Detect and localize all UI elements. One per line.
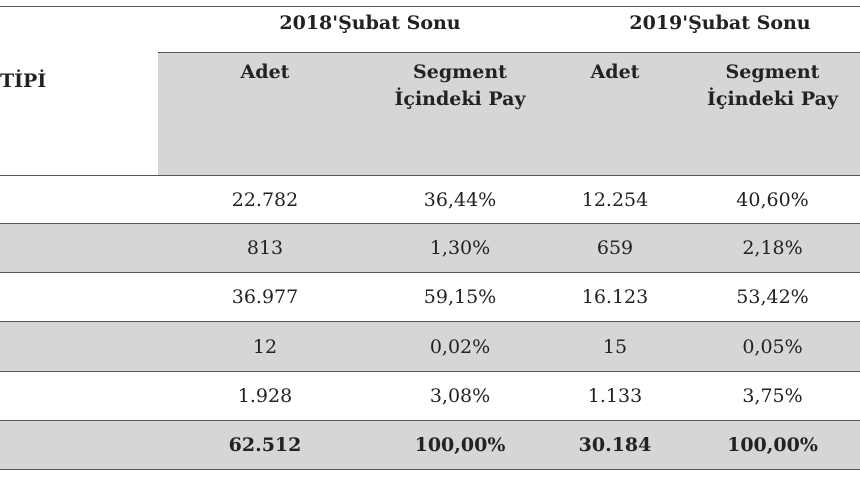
- group-header-2018: 2018'Şubat Sonu: [279, 12, 461, 34]
- cell-pay-2019: 3,75%: [742, 385, 803, 407]
- subheader-pay-2019: Segment İçindeki Pay: [707, 61, 838, 110]
- cell-adet-2018: 813: [246, 237, 284, 259]
- cell-pay-2018: 36,44%: [423, 188, 497, 211]
- subheader-adet-2018: Adet: [240, 61, 290, 83]
- cell-pay-2018: 1,30%: [429, 237, 491, 259]
- total-pay-2018: 100,00%: [414, 434, 506, 456]
- cell-adet-2018: 22.782: [231, 188, 299, 211]
- cell-pay-2019: 0,05%: [742, 335, 803, 358]
- table-bottom-rule: [0, 469, 860, 470]
- cell-adet-2018: 12: [252, 335, 278, 358]
- cell-pay-2019: 2,18%: [742, 237, 803, 259]
- row-shade: [0, 224, 860, 272]
- row-rule: [0, 272, 860, 273]
- total-adet-2018: 62.512: [228, 434, 302, 456]
- cell-pay-2019: 53,42%: [736, 286, 809, 308]
- cell-pay-2019: 40,60%: [736, 188, 809, 211]
- cell-adet-2019: 15: [602, 335, 628, 358]
- cell-pay-2018: 59,15%: [423, 286, 497, 308]
- row-rule: [0, 371, 860, 372]
- total-adet-2019: 30.184: [578, 434, 652, 456]
- cell-adet-2019: 1.133: [587, 385, 643, 407]
- row-shade: [0, 322, 860, 371]
- table-top-rule: [0, 6, 860, 7]
- row-rule: [0, 420, 860, 421]
- subheader-band: [158, 53, 860, 175]
- group-header-2019: 2019'Şubat Sonu: [629, 12, 811, 34]
- row-rule: [0, 223, 860, 224]
- cell-pay-2018: 0,02%: [429, 335, 491, 358]
- total-pay-2019: 100,00%: [727, 434, 818, 456]
- row-rule: [0, 321, 860, 322]
- subheader-adet-2019: Adet: [590, 61, 640, 83]
- group-header-rule: [158, 52, 860, 53]
- cell-adet-2019: 16.123: [581, 286, 649, 308]
- header-bottom-rule: [0, 175, 860, 176]
- total-row-shade: [0, 421, 860, 469]
- cell-pay-2018: 3,08%: [429, 385, 491, 407]
- subheader-pay-2018: Segment İçindeki Pay: [394, 61, 526, 110]
- cell-adet-2018: 1.928: [237, 385, 293, 407]
- cell-adet-2018: 36.977: [231, 286, 299, 308]
- row-header-label: TİPİ: [0, 70, 47, 92]
- cell-adet-2019: 12.254: [581, 188, 649, 211]
- cell-adet-2019: 659: [596, 237, 634, 259]
